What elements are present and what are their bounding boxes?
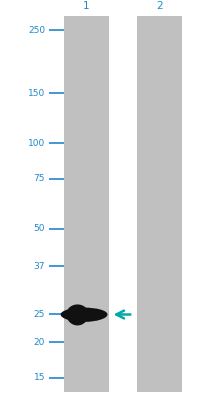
Text: 1: 1 <box>82 1 89 11</box>
Text: 25: 25 <box>34 310 45 319</box>
Text: 250: 250 <box>28 26 45 35</box>
Text: 75: 75 <box>33 174 45 184</box>
Text: 37: 37 <box>33 262 45 271</box>
Text: 20: 20 <box>34 338 45 346</box>
Bar <box>63 16 108 392</box>
Text: 150: 150 <box>28 89 45 98</box>
Text: 15: 15 <box>33 373 45 382</box>
Text: 2: 2 <box>156 1 162 11</box>
Ellipse shape <box>60 308 107 322</box>
Text: 100: 100 <box>28 139 45 148</box>
Bar <box>137 16 182 392</box>
Ellipse shape <box>66 304 88 326</box>
Text: 50: 50 <box>33 224 45 234</box>
Ellipse shape <box>72 314 100 322</box>
